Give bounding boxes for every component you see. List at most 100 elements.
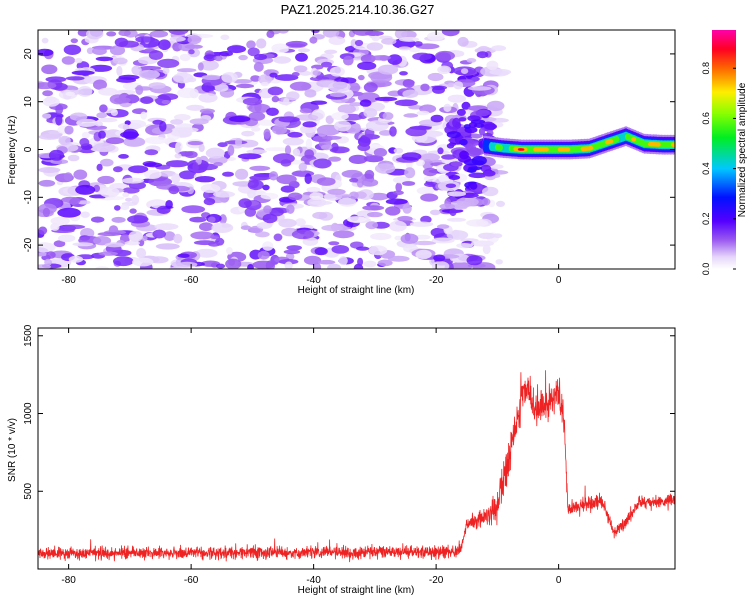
noise-blob (405, 126, 427, 137)
noise-blob (257, 250, 270, 260)
noise-blob (116, 77, 137, 83)
noise-blob (402, 203, 412, 214)
noise-blob (255, 231, 270, 238)
noise-blob (128, 165, 149, 174)
noise-blob (148, 82, 166, 89)
noise-blob (169, 127, 192, 137)
onset-blob (452, 117, 461, 128)
spectrogram-panel: -80 -60 -40 -20 0 20 10 0 -10 -20 Height of stra… (7, 29, 676, 296)
noise-blob (385, 206, 401, 216)
noise-blob (284, 261, 293, 269)
noise-blob (404, 167, 416, 179)
noise-blob (63, 172, 73, 182)
noise-blob (174, 145, 181, 154)
noise-blob (136, 247, 147, 259)
noise-blob (214, 55, 223, 62)
noise-blob (316, 177, 336, 186)
noise-blob (361, 178, 379, 187)
noise-blob (219, 214, 227, 225)
noise-blob (363, 82, 378, 93)
noise-blob (329, 92, 346, 98)
noise-blob (284, 145, 292, 156)
noise-blob (370, 55, 392, 61)
noise-blob (302, 121, 317, 128)
x-tick-label: 0 (556, 275, 562, 286)
noise-blob (105, 137, 125, 145)
noise-blob (438, 174, 449, 183)
onset-blob (484, 123, 497, 130)
snr-series-line (38, 370, 675, 563)
noise-blob (138, 69, 160, 79)
noise-blob (360, 54, 376, 64)
noise-blob (398, 46, 412, 51)
noise-blob (50, 216, 70, 226)
noise-blob (408, 47, 421, 53)
noise-blob (99, 104, 108, 113)
noise-blob (309, 200, 333, 205)
noise-blob (98, 251, 118, 256)
noise-blob (89, 64, 113, 72)
noise-blob (341, 169, 363, 178)
onset-blob (450, 161, 462, 167)
noise-blob (433, 254, 446, 262)
noise-blob (449, 261, 473, 269)
noise-blob (63, 44, 82, 55)
noise-blob (170, 119, 184, 125)
noise-blob (317, 259, 336, 265)
noise-blob (267, 86, 284, 96)
x-tick-label: -60 (184, 575, 199, 586)
noise-blob (356, 178, 364, 188)
noise-blob (328, 81, 351, 93)
noise-blob (447, 94, 467, 103)
noise-blob (235, 168, 249, 180)
noise-blob (266, 30, 275, 38)
noise-blob (447, 191, 467, 197)
noise-blob (198, 93, 218, 103)
noise-blob (289, 81, 312, 91)
noise-blob (100, 158, 114, 167)
noise-blob (320, 144, 333, 151)
noise-blob (246, 40, 256, 49)
noise-blob (400, 233, 419, 244)
x-tick-label: -80 (61, 575, 76, 586)
noise-blob (368, 245, 388, 256)
noise-blob (246, 149, 267, 154)
noise-blob (478, 232, 496, 239)
noise-blob (389, 126, 397, 137)
noise-blob (58, 135, 71, 146)
y-tick-label: 0 (23, 146, 34, 152)
noise-blob (271, 46, 289, 53)
noise-blob (68, 255, 84, 263)
noise-blob (287, 131, 303, 138)
onset-blob (473, 123, 485, 128)
noise-blob (310, 100, 328, 105)
colorbar: 0.0 0.2 0.4 0.6 0.8 Normalized spectral ampl… (701, 30, 748, 275)
onset-blob (456, 108, 466, 116)
noise-blob (159, 121, 167, 132)
snr-x-label: Height of straight line (km) (298, 585, 415, 596)
noise-blob (329, 66, 345, 77)
spectrogram-y-label: Frequency (Hz) (7, 116, 18, 185)
noise-blob (169, 36, 186, 42)
y-tick-label: -10 (23, 190, 34, 205)
noise-blob (38, 252, 48, 257)
noise-blob (128, 230, 143, 242)
noise-blob (114, 205, 121, 211)
noise-blob (435, 50, 455, 61)
noise-blob (178, 42, 196, 52)
noise-blob (382, 112, 394, 120)
noise-blob (157, 58, 180, 68)
noise-blob (196, 163, 218, 171)
signal-ridge-cell (497, 144, 503, 151)
noise-blob (294, 114, 319, 121)
noise-blob (96, 163, 103, 171)
noise-blob (127, 215, 149, 224)
noise-blob (55, 114, 63, 126)
noise-blob (322, 30, 340, 38)
colorbar-tick-label: 0.0 (701, 263, 711, 276)
signal-ridge-cell (522, 147, 528, 152)
noise-blob (124, 240, 140, 246)
noise-blob (48, 149, 65, 161)
noise-blob (92, 47, 107, 55)
noise-blob (420, 215, 432, 224)
